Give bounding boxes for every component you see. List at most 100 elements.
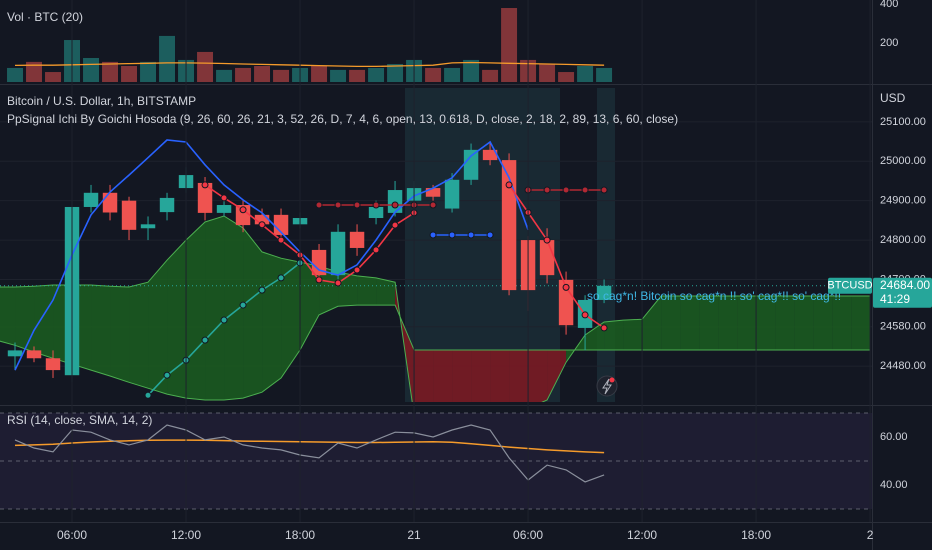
candle-body xyxy=(7,350,23,357)
cloud-segment xyxy=(395,282,415,402)
indicator-marker xyxy=(467,231,475,239)
indicator-marker xyxy=(543,186,551,194)
indicator-marker xyxy=(486,231,494,239)
volume-bar xyxy=(273,69,290,82)
indicator-marker xyxy=(144,391,152,399)
cloud-span-a xyxy=(0,215,871,402)
volume-bar xyxy=(159,35,176,82)
cloud-segment xyxy=(471,349,491,402)
cloud-segment xyxy=(623,319,643,350)
candle-body xyxy=(311,249,327,276)
volume-bar xyxy=(425,67,442,82)
indicator-marker xyxy=(163,371,171,379)
volume-bar xyxy=(121,65,138,82)
volume-title: Vol · BTC (20) xyxy=(7,10,83,24)
candle-body xyxy=(45,358,61,371)
candle-body xyxy=(501,160,517,291)
x-tick-label: 18:00 xyxy=(285,528,315,542)
cloud-segment xyxy=(376,277,396,306)
volume-bar xyxy=(349,69,366,82)
cloud-segment xyxy=(832,296,852,350)
indicator-marker xyxy=(600,324,608,332)
indicator-marker xyxy=(353,201,361,209)
indicator-marker xyxy=(391,221,399,229)
volume-bar xyxy=(83,57,100,82)
volume-bar xyxy=(102,61,119,82)
candle-body xyxy=(121,200,137,230)
volume-bar xyxy=(235,67,252,82)
cloud-segment xyxy=(813,296,833,350)
cloud-segment xyxy=(167,240,187,399)
cloud-segment xyxy=(0,286,16,346)
volume-bar xyxy=(596,67,613,82)
y-axis-label: USD xyxy=(880,91,906,105)
volume-bar xyxy=(558,72,575,82)
volume-bar xyxy=(26,61,42,82)
annotation: so cag*n! Bitcoin so cag*n !! so' cag*!!… xyxy=(587,289,841,303)
y-tick-label: 24800.00 xyxy=(880,234,926,246)
y-tick-label: 25100.00 xyxy=(880,116,926,128)
cloud-segment xyxy=(129,282,149,389)
volume-bar xyxy=(311,65,328,82)
y-tick-label: 24480.00 xyxy=(880,360,926,372)
price-pane xyxy=(0,88,872,402)
cloud-segment xyxy=(186,221,206,401)
candle-body xyxy=(235,205,251,226)
indicator-marker xyxy=(277,236,285,244)
candle-body xyxy=(368,206,384,219)
cloud-segment xyxy=(737,296,757,350)
price-label: 24684.00 xyxy=(880,278,930,292)
y-tick-label: 60.00 xyxy=(880,431,908,443)
candle-body xyxy=(216,205,232,213)
volume-ma xyxy=(14,61,605,68)
volume-bar xyxy=(463,59,480,82)
rsi-line xyxy=(14,424,605,483)
volume-bar xyxy=(368,67,385,82)
x-tick-label: 21 xyxy=(407,528,421,542)
cloud-segment xyxy=(414,349,434,402)
rsi-title: RSI (14, close, SMA, 14, 2) xyxy=(7,413,152,427)
indicator-marker xyxy=(334,279,342,287)
x-tick-label: 18:00 xyxy=(741,528,771,542)
indicator-marker xyxy=(448,231,456,239)
volume-bar xyxy=(330,69,347,82)
indicator-marker xyxy=(239,301,247,309)
cloud-segment xyxy=(205,216,225,401)
indicator-marker xyxy=(562,283,570,291)
overlay: Vol · BTC (20) Bitcoin / U.S. Dollar, 1h… xyxy=(7,10,932,542)
candle-body xyxy=(159,197,175,213)
indicator-line xyxy=(204,184,605,329)
volume-bar xyxy=(216,69,233,82)
candle-body xyxy=(83,192,99,207)
candle-body xyxy=(444,179,460,209)
cloud-segment xyxy=(642,296,662,350)
indicator-marker xyxy=(372,201,380,209)
candle-body xyxy=(463,149,479,180)
candle-body xyxy=(330,231,346,276)
indicator-marker xyxy=(391,201,399,209)
cloud-segment xyxy=(34,284,54,359)
highlight-zone xyxy=(597,88,615,402)
indicator-marker xyxy=(562,186,570,194)
candle-body xyxy=(387,190,403,213)
cloud-segment xyxy=(148,260,168,395)
cloud-segment xyxy=(604,320,624,350)
cloud-segment xyxy=(91,284,111,376)
y-tick-label: 40.00 xyxy=(880,479,908,491)
volume-pane xyxy=(7,8,613,82)
x-tick-label: 2 xyxy=(867,528,874,542)
cloud-segment xyxy=(357,275,377,306)
candle-body xyxy=(596,285,612,300)
lightning xyxy=(602,378,612,395)
candle-body xyxy=(26,350,42,359)
candle-body xyxy=(539,240,555,276)
candle-body xyxy=(102,192,118,213)
cloud-segment xyxy=(547,349,567,401)
indicator-marker xyxy=(581,311,589,319)
y-tick-label: 200 xyxy=(880,37,898,49)
indicator-marker xyxy=(429,231,437,239)
cloud-segment xyxy=(319,266,339,315)
cloud-segment xyxy=(433,349,453,402)
